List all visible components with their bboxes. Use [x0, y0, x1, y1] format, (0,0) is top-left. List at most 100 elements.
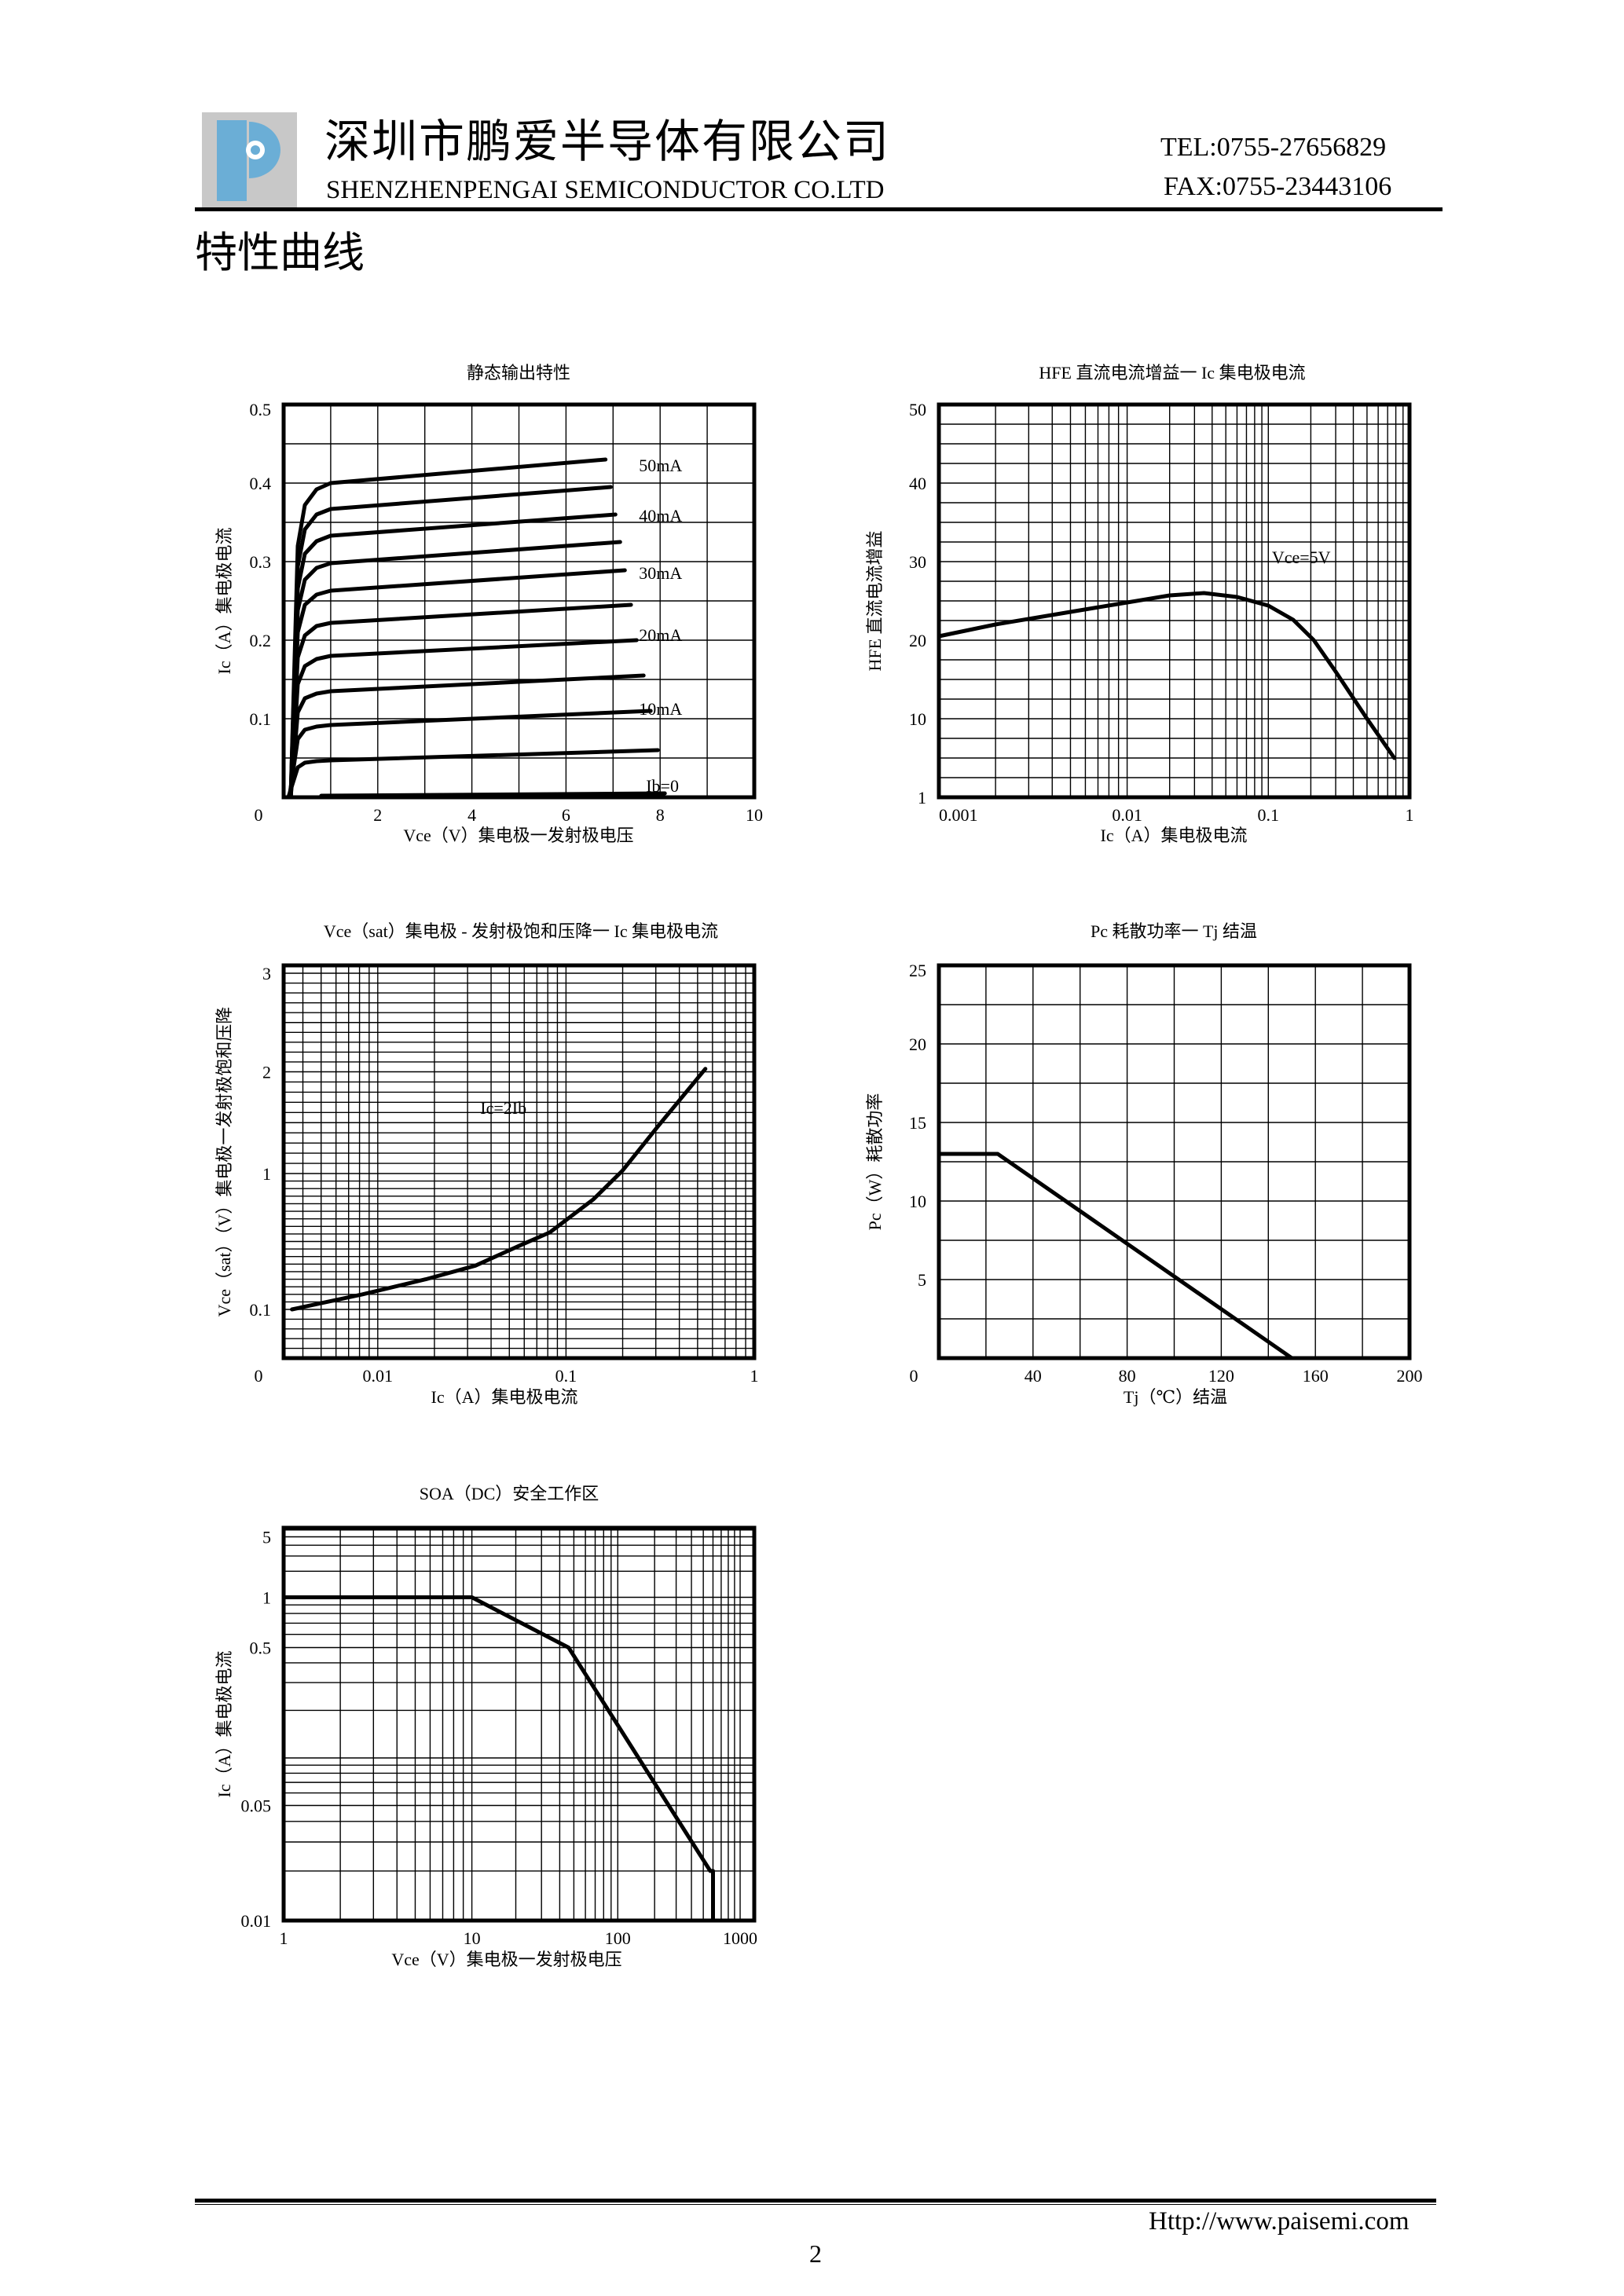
y-tick-label: 0.1	[250, 709, 272, 729]
footer-divider	[195, 2199, 1436, 2203]
section-title: 特性曲线	[195, 229, 365, 276]
y-tick-label: 0.05	[241, 1796, 272, 1816]
y-tick-label: 0.2	[250, 631, 272, 650]
x-tick-label: 0	[255, 805, 263, 825]
annotation-label: 20mA	[639, 625, 682, 645]
x-tick-label: 120	[1208, 1366, 1234, 1386]
x-axis-label: Tj（℃）结温	[1123, 1387, 1228, 1407]
y-tick-label: 15	[909, 1113, 926, 1133]
plot-frame	[281, 402, 757, 800]
website-link[interactable]: Http://www.paisemi.com	[1149, 2207, 1410, 2236]
y-tick-label: 0.01	[241, 1911, 272, 1931]
x-tick-label: 0	[910, 1366, 918, 1386]
pc-vs-tj-chart: 0 40 80 120 160 200 5 10 15 20 25	[909, 961, 1423, 1386]
y-tick-label: 30	[909, 552, 926, 572]
x-tick-label: 0.1	[1258, 805, 1280, 825]
gridlines	[284, 965, 754, 1358]
y-tick-label: 0.3	[250, 552, 272, 572]
y-tick-label: 1	[262, 1164, 271, 1184]
chart-title: Vce（sat）集电极 - 发射极饱和压降一 Ic 集电极电流	[323, 921, 719, 941]
x-tick-label: 200	[1397, 1366, 1423, 1386]
y-tick-label: 2	[262, 1063, 271, 1082]
x-axis-label: Ic（A）集电极电流	[431, 1387, 578, 1407]
series-line-5	[288, 602, 633, 800]
y-tick-label: 5	[918, 1270, 926, 1290]
x-tick-label: 0	[255, 1366, 263, 1386]
annotation-label: 30mA	[639, 563, 682, 583]
series-line-9	[286, 748, 660, 800]
plot-frame	[937, 402, 1412, 800]
fax: FAX:0755-23443106	[1164, 172, 1392, 201]
chart-svg: 0.001 0.01 0.1 1 1 10 20 30 40 50 Vce=5V	[909, 400, 1414, 825]
y-tick-label: 20	[909, 1034, 926, 1054]
series-line-7	[288, 673, 646, 800]
series-line-0	[290, 1067, 708, 1312]
annotation-label: Ic=2Ib	[480, 1098, 526, 1118]
x-tick-label: 6	[562, 805, 570, 825]
y-axis-label: HFE 直流电流增益	[865, 530, 885, 672]
soa-chart: 1 10 100 1000 0.01 0.05 0.5 1 5	[241, 1525, 757, 1948]
gridlines	[939, 405, 1410, 797]
y-axis-label: Vce（sat）（V）集电极一发射极饱和压降	[214, 1006, 234, 1317]
y-tick-label: 1	[918, 788, 926, 807]
x-tick-label: 0.1	[555, 1366, 577, 1386]
x-tick-label: 40	[1025, 1366, 1042, 1386]
company-name-chinese: 深圳市鹏爱半导体有限公司	[324, 116, 891, 167]
x-tick-label: 10	[464, 1928, 481, 1948]
chart-svg: 0 0.01 0.1 1 0.1 1 2 3 Ic=2Ib	[250, 963, 759, 1386]
x-tick-label: 10	[746, 805, 763, 825]
vce-sat-vs-ic-chart: 0 0.01 0.1 1 0.1 1 2 3 Ic=2Ib	[250, 963, 759, 1386]
gridlines	[939, 965, 1410, 1358]
annotation-label: 10mA	[639, 699, 682, 719]
telephone: TEL:0755-27656829	[1160, 133, 1387, 162]
x-tick-label: 8	[656, 805, 665, 825]
y-tick-label: 0.4	[250, 474, 272, 493]
chart-svg: 0 40 80 120 160 200 5 10 15 20 25	[909, 961, 1423, 1386]
plot-frame	[937, 963, 1412, 1360]
y-tick-label: 20	[909, 631, 926, 650]
x-tick-label: 100	[605, 1928, 631, 1948]
annotation-label: Vce=5V	[1272, 547, 1331, 567]
x-tick-label: 0.01	[363, 1366, 394, 1386]
x-tick-label: 2	[373, 805, 382, 825]
hfe-vs-ic-chart: 0.001 0.01 0.1 1 1 10 20 30 40 50 Vce=5V	[909, 400, 1414, 825]
y-axis-label: Ic（A）集电极电流	[214, 1650, 234, 1798]
y-tick-label: 1	[262, 1588, 271, 1608]
plot-frame	[281, 1525, 757, 1923]
plot-frame	[281, 963, 757, 1360]
series-line-10	[319, 791, 667, 798]
page-number: 2	[809, 2239, 822, 2268]
output-characteristics-chart: 0 2 4 6 8 10 0.1 0.2 0.3 0.4 0.5 50mA 40mA 30mA 20mA 10…	[250, 400, 764, 825]
company-logo	[202, 112, 297, 207]
footer-divider-thin	[195, 2204, 1436, 2205]
x-tick-label: 1	[750, 1366, 759, 1386]
chart-title: SOA（DC）安全工作区	[419, 1484, 599, 1503]
header-divider	[195, 207, 1443, 211]
series-line-0	[281, 1595, 715, 1923]
y-tick-label: 0.1	[250, 1300, 272, 1320]
gridlines	[284, 1528, 754, 1921]
y-tick-label: 3	[262, 964, 271, 983]
series-line-6	[288, 638, 639, 800]
series-line-8	[287, 709, 653, 800]
x-axis-label: Vce（V）集电极一发射极电压	[391, 1950, 622, 1969]
x-tick-label: 0.01	[1112, 805, 1142, 825]
series-line-0	[937, 591, 1397, 760]
annotation-label: 40mA	[639, 506, 682, 525]
chart-svg: 0 2 4 6 8 10 0.1 0.2 0.3 0.4 0.5 50mA 40mA 30mA 20mA 10…	[250, 400, 764, 825]
chart-title: HFE 直流电流增益一 Ic 集电极电流	[1039, 363, 1306, 383]
y-tick-label: 10	[909, 1192, 926, 1211]
x-tick-label: 1000	[723, 1928, 757, 1948]
annotation-label: Ib=0	[646, 776, 679, 796]
x-tick-label: 160	[1303, 1366, 1329, 1386]
y-axis-label: Ic（A）集电极电流	[214, 527, 234, 675]
y-tick-label: 0.5	[250, 400, 272, 419]
company-name-english: SHENZHENPENGAI SEMICONDUCTOR CO.LTD	[326, 176, 885, 204]
y-tick-label: 10	[909, 709, 926, 729]
x-tick-label: 1	[1406, 805, 1414, 825]
x-axis-label: Vce（V）集电极一发射极电压	[403, 826, 634, 845]
x-tick-label: 0.001	[939, 805, 978, 825]
y-tick-label: 50	[909, 400, 926, 419]
y-tick-label: 0.5	[250, 1639, 272, 1658]
x-tick-label: 80	[1119, 1366, 1136, 1386]
